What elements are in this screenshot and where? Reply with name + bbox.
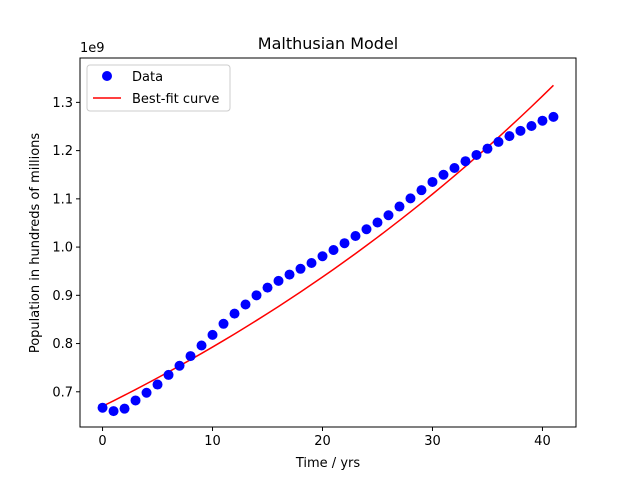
data-point <box>361 224 372 235</box>
data-point <box>152 379 163 390</box>
data-point <box>339 238 350 249</box>
y-offset-label: 1e9 <box>80 41 105 56</box>
data-point <box>273 275 284 286</box>
y-tick-label: 1.1 <box>52 192 73 207</box>
data-point <box>482 143 493 154</box>
data-point <box>493 136 504 147</box>
data-point <box>174 360 185 371</box>
data-point <box>526 121 537 132</box>
data-point <box>262 282 273 293</box>
data-point <box>119 403 130 414</box>
x-tick-label: 30 <box>424 434 441 449</box>
data-point <box>394 201 405 212</box>
data-point <box>185 351 196 362</box>
data-point <box>240 299 251 310</box>
x-tick-label: 40 <box>534 434 551 449</box>
data-point <box>416 185 427 196</box>
y-tick-label: 1.3 <box>52 96 73 111</box>
data-point <box>295 263 306 274</box>
plot-frame <box>79 57 577 428</box>
data-point <box>383 210 394 221</box>
y-tick-label: 0.9 <box>52 289 73 304</box>
data-point <box>372 217 383 228</box>
legend-label-data: Data <box>132 70 163 85</box>
chart-title: Malthusian Model <box>258 34 398 53</box>
data-point <box>438 169 449 180</box>
legend-marker-data <box>102 71 112 81</box>
data-point <box>163 369 174 380</box>
data-point <box>284 269 295 280</box>
data-point <box>548 111 559 122</box>
y-tick-label: 0.8 <box>52 337 73 352</box>
data-point <box>306 258 317 268</box>
data-point <box>130 395 141 406</box>
data-point <box>317 251 328 262</box>
data-point <box>350 230 361 241</box>
y-tick-label: 1.2 <box>52 144 73 159</box>
data-point <box>141 387 152 398</box>
data-point <box>218 318 229 329</box>
x-axis-label: Time / yrs <box>295 456 360 471</box>
data-point <box>504 131 515 142</box>
data-point <box>97 402 108 413</box>
legend: Data Best-fit curve <box>86 64 231 112</box>
y-tick-label: 1.0 <box>52 241 73 256</box>
data-point <box>328 244 339 255</box>
legend-frame <box>86 64 231 112</box>
data-point <box>108 406 119 417</box>
y-axis-label: Population in hundreds of millions <box>28 133 43 354</box>
data-point <box>460 156 471 167</box>
data-point <box>449 162 460 173</box>
x-tick-label: 10 <box>204 434 221 449</box>
data-point <box>537 115 548 126</box>
data-point <box>196 340 207 351</box>
data-point <box>251 290 262 301</box>
data-point <box>405 193 416 204</box>
data-point <box>515 125 526 136</box>
legend-label-best-fit: Best-fit curve <box>132 92 219 107</box>
y-tick-label: 0.7 <box>52 385 73 400</box>
data-point <box>207 329 218 340</box>
data-point <box>229 308 240 319</box>
data-point <box>471 149 482 160</box>
data-point <box>427 176 438 187</box>
x-tick-label: 0 <box>98 434 106 449</box>
x-tick-label: 20 <box>314 434 331 449</box>
